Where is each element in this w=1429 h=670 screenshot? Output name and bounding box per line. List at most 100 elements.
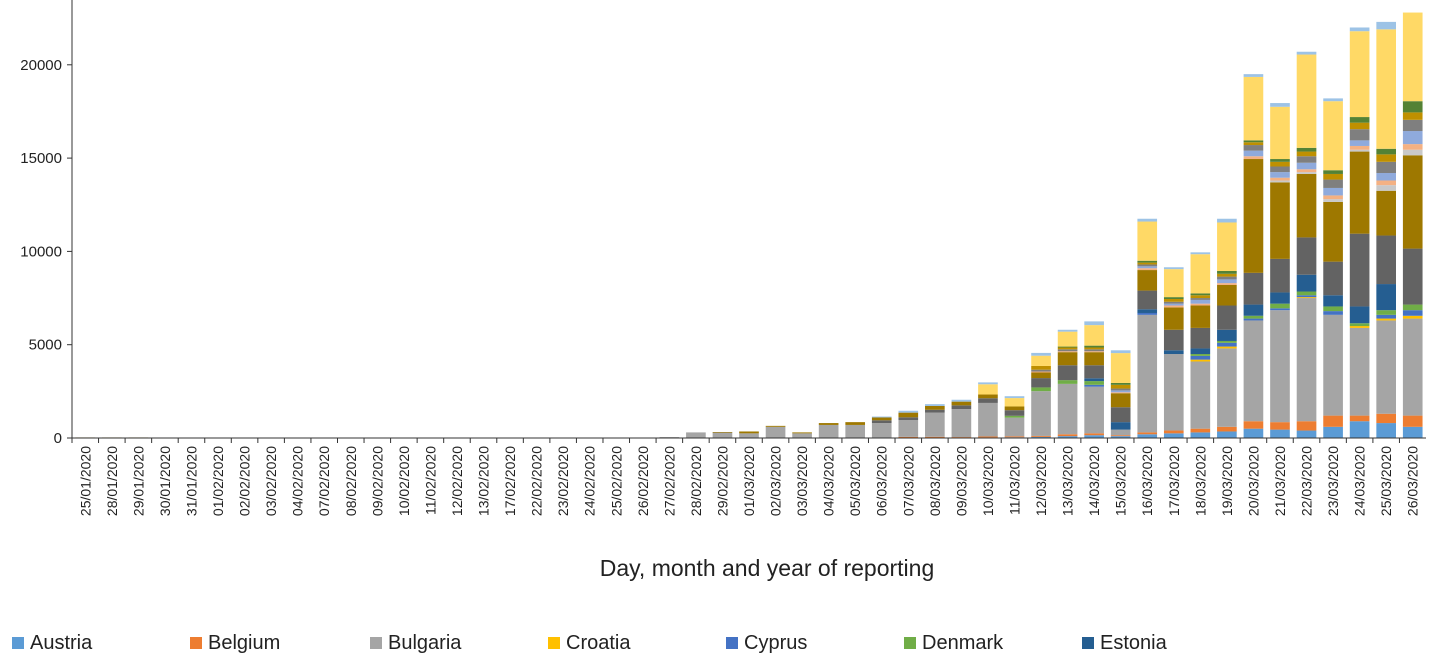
bar-segment bbox=[1296, 169, 1317, 173]
bar-segment bbox=[1270, 161, 1290, 167]
x-tick-label: 05/03/2020 bbox=[847, 446, 863, 516]
bar-segment bbox=[1349, 415, 1370, 422]
bar-segment bbox=[1270, 177, 1290, 181]
bar-segment bbox=[1402, 310, 1423, 316]
bar-segment bbox=[739, 431, 759, 434]
bar-segment bbox=[871, 423, 892, 438]
bar-segment bbox=[1031, 387, 1051, 392]
x-tick-label: 02/02/2020 bbox=[237, 446, 253, 516]
bar-segment bbox=[1243, 76, 1264, 141]
x-tick-label: 15/03/2020 bbox=[1113, 446, 1129, 516]
bar-segment bbox=[1402, 318, 1423, 416]
x-tick-label: 14/03/2020 bbox=[1086, 446, 1102, 516]
bar-segment bbox=[1402, 415, 1423, 427]
bar-segment bbox=[1402, 119, 1423, 132]
bar-segment bbox=[978, 436, 998, 438]
bar-segment bbox=[739, 433, 759, 438]
bar-segment bbox=[1004, 406, 1025, 411]
bar-segment bbox=[1296, 51, 1317, 55]
legend-swatch bbox=[904, 637, 916, 649]
bar-segment bbox=[1190, 298, 1211, 300]
bar-segment bbox=[1163, 354, 1184, 431]
bar-segment bbox=[925, 436, 945, 438]
bar-segment bbox=[1402, 304, 1423, 311]
x-tick-label: 31/01/2020 bbox=[183, 446, 199, 516]
legend-label: Austria bbox=[30, 631, 93, 654]
legend-label: Belgium bbox=[208, 631, 281, 654]
bar-segment bbox=[898, 410, 919, 413]
bar-segment bbox=[1217, 279, 1237, 284]
y-tick-label: 5000 bbox=[29, 337, 62, 354]
bar-segment bbox=[1137, 264, 1158, 267]
x-tick-label: 30/01/2020 bbox=[157, 446, 173, 516]
x-tick-label: 25/03/2020 bbox=[1378, 446, 1394, 516]
x-tick-label: 22/03/2020 bbox=[1299, 446, 1315, 516]
legend-label: Cyprus bbox=[744, 631, 808, 654]
bar-segment bbox=[1323, 179, 1343, 188]
x-tick-label: 03/02/2020 bbox=[263, 446, 279, 516]
x-tick-label: 17/02/2020 bbox=[502, 446, 518, 516]
bar-segment bbox=[1376, 190, 1396, 236]
bar-segment bbox=[818, 424, 839, 438]
x-tick-label: 03/03/2020 bbox=[794, 446, 810, 516]
x-tick-label: 24/02/2020 bbox=[582, 446, 598, 516]
bar-segment bbox=[1349, 306, 1370, 324]
legend-item: Estonia bbox=[1082, 628, 1167, 658]
bar-segment bbox=[925, 409, 945, 413]
bar-segment bbox=[978, 398, 998, 403]
x-tick-label: 19/03/2020 bbox=[1219, 446, 1235, 516]
bar-segment bbox=[1376, 161, 1396, 174]
bar-segment bbox=[978, 394, 998, 399]
bar-segment bbox=[1296, 162, 1317, 170]
bar-segment bbox=[1190, 295, 1211, 299]
bar-segment bbox=[1217, 346, 1237, 349]
bar-segment bbox=[1323, 426, 1343, 438]
bar-segment bbox=[1270, 292, 1290, 304]
bar-segment bbox=[1084, 349, 1104, 352]
x-tick-label: 11/02/2020 bbox=[422, 446, 438, 515]
x-tick-label: 25/01/2020 bbox=[77, 446, 93, 516]
x-tick-label: 04/03/2020 bbox=[821, 446, 837, 516]
x-tick-label: 17/03/2020 bbox=[1166, 446, 1182, 516]
bar-segment bbox=[1376, 284, 1396, 311]
bar-segment bbox=[1376, 235, 1396, 285]
bar-segment bbox=[1163, 303, 1184, 306]
bar-segment bbox=[1296, 173, 1317, 238]
bar-segment bbox=[712, 432, 733, 438]
x-tick-label: 09/02/2020 bbox=[369, 446, 385, 516]
legend-label: Denmark bbox=[922, 631, 1004, 654]
x-tick-label: 26/02/2020 bbox=[635, 446, 651, 516]
bar-segment bbox=[1004, 410, 1025, 416]
bar-segment bbox=[1270, 172, 1290, 178]
bar-segment bbox=[1110, 388, 1131, 391]
bar-segment bbox=[1084, 433, 1104, 436]
bar-segment bbox=[1270, 159, 1290, 162]
bar-segment bbox=[1110, 435, 1131, 437]
bar-segment bbox=[1163, 269, 1184, 298]
x-tick-label: 10/03/2020 bbox=[980, 446, 996, 516]
bar-segment bbox=[1110, 353, 1131, 383]
bar-segment bbox=[792, 433, 812, 438]
bar-segment bbox=[1137, 270, 1158, 291]
bar-segment bbox=[1110, 350, 1131, 354]
bar-segment bbox=[1376, 314, 1396, 319]
bar-segment bbox=[1323, 306, 1343, 312]
bar-segment bbox=[1296, 297, 1317, 299]
bar-segment bbox=[1296, 274, 1317, 292]
bar-segment bbox=[1057, 352, 1078, 366]
bar-segment bbox=[1163, 350, 1184, 355]
bar-segment bbox=[1084, 365, 1104, 379]
bar-segment bbox=[1110, 382, 1131, 385]
legend-label: Bulgaria bbox=[388, 631, 462, 654]
bar-segment bbox=[1402, 101, 1423, 113]
bar-segment bbox=[1217, 431, 1237, 438]
bar-segment bbox=[1243, 272, 1264, 305]
bar-segment bbox=[1004, 396, 1025, 399]
bar-segment bbox=[1270, 103, 1290, 107]
bar-segment bbox=[818, 423, 839, 425]
legend-item: Belgium bbox=[190, 628, 280, 658]
x-tick-label: 25/02/2020 bbox=[608, 446, 624, 516]
legend-swatch bbox=[548, 637, 560, 649]
x-tick-label: 27/02/2020 bbox=[661, 446, 677, 516]
